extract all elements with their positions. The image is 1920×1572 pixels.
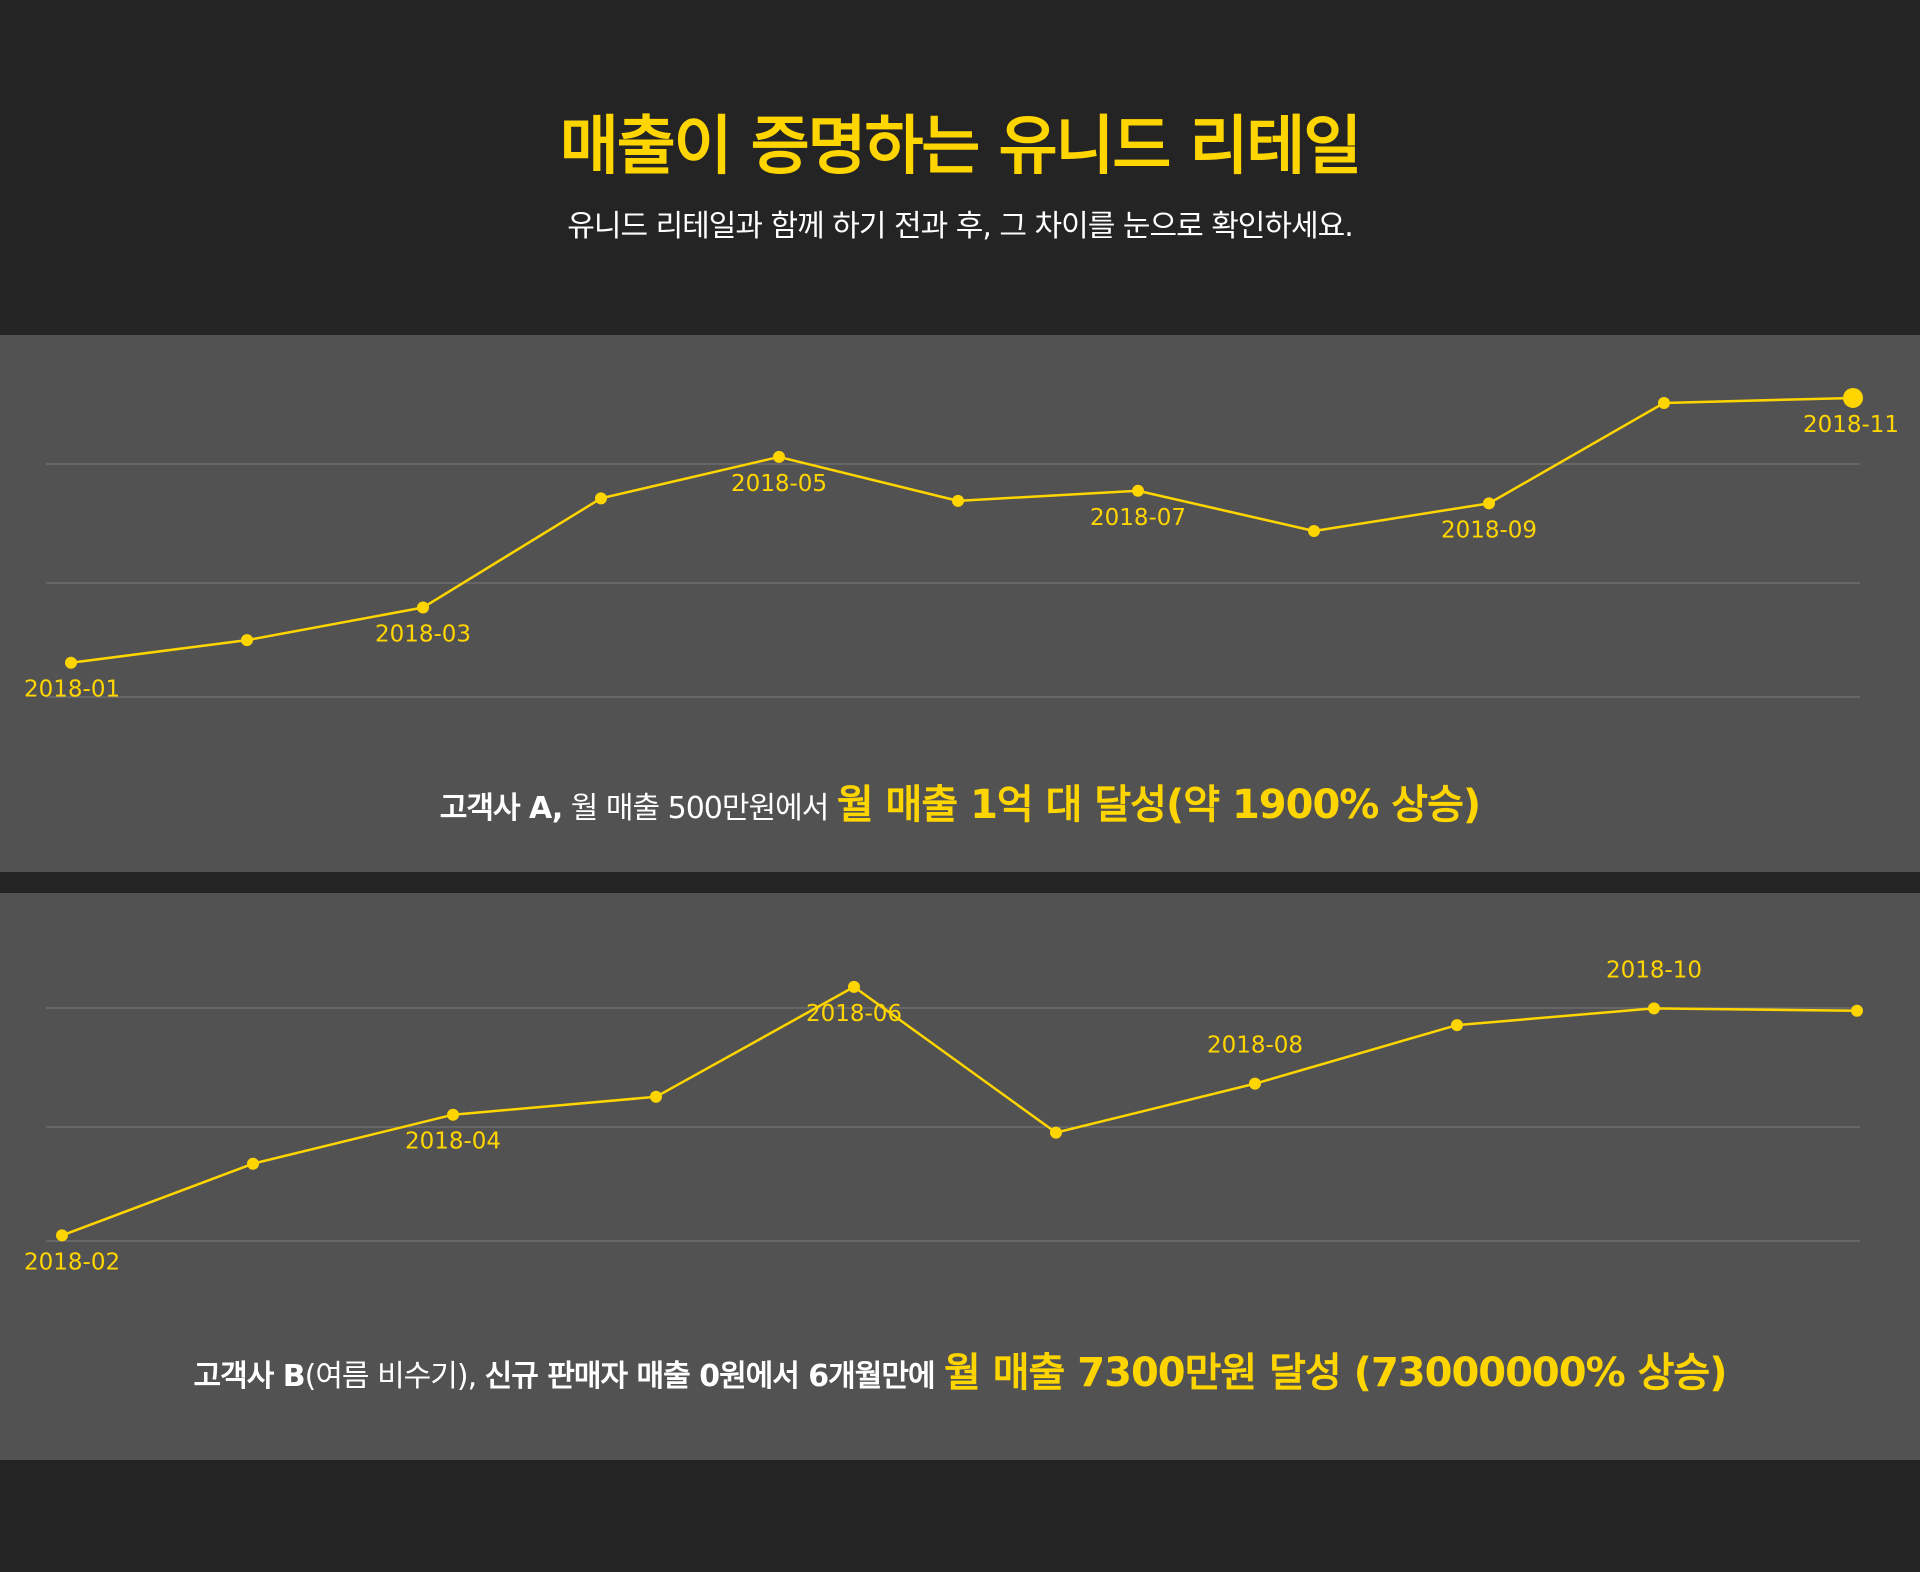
x-label-2018-07: 2018-07 bbox=[1090, 505, 1186, 531]
data-point-2018-08 bbox=[1308, 524, 1320, 537]
caption-a-detail: 월 매출 500만원에서 bbox=[562, 791, 837, 826]
chart-panel-b: 2018-02 2018-04 2018-06 2018-08 2018-10 고객사 … bbox=[0, 893, 1920, 1460]
caption-a: 고객사 A, 월 매출 500만원에서 월 매출 1억 대 달성(약 1900%… bbox=[0, 772, 1920, 830]
x-label-2018-04: 2018-04 bbox=[405, 1129, 501, 1155]
data-point-2018-05 bbox=[773, 450, 785, 463]
x-label-2018-08: 2018-08 bbox=[1207, 1033, 1303, 1059]
x-label-2018-09: 2018-09 bbox=[1441, 517, 1537, 543]
caption-b-season: (여름 비수기), bbox=[304, 1359, 485, 1394]
series-line bbox=[70, 396, 1854, 664]
header: 매출이 증명하는 유니드 리테일 유니드 리테일과 함께 하기 전과 후, 그 … bbox=[0, 0, 1920, 335]
series-line bbox=[61, 985, 1858, 1237]
data-point-2018-04 bbox=[595, 492, 607, 505]
x-label-2018-05: 2018-05 bbox=[731, 471, 827, 497]
data-point-2018-11 bbox=[1851, 1004, 1863, 1017]
data-point-2018-09 bbox=[1483, 497, 1495, 510]
x-label-2018-11: 2018-11 bbox=[1803, 412, 1899, 438]
data-point-2018-04 bbox=[447, 1108, 459, 1121]
x-label-2018-10: 2018-10 bbox=[1606, 957, 1702, 983]
line-chart-a: 2018-01 2018-03 2018-05 2018-07 2018-09 2018-… bbox=[24, 387, 1899, 703]
data-point-2018-01 bbox=[65, 656, 77, 669]
caption-b-client: 고객사 B bbox=[193, 1359, 306, 1394]
data-point-2018-07 bbox=[1132, 484, 1144, 497]
chart-panel-a: 2018-01 2018-03 2018-05 2018-07 2018-09 2018-… bbox=[0, 335, 1920, 872]
data-point-2018-05 bbox=[650, 1090, 662, 1103]
page-subtitle: 유니드 리테일과 함께 하기 전과 후, 그 차이를 눈으로 확인하세요. bbox=[567, 209, 1354, 244]
data-point-2018-09 bbox=[1451, 1019, 1463, 1032]
x-label-2018-06: 2018-06 bbox=[806, 1001, 902, 1027]
data-point-2018-03 bbox=[247, 1157, 259, 1170]
data-point-2018-07 bbox=[1050, 1126, 1062, 1139]
caption-b-highlight: 월 매출 7300만원 달성 (73000000% 상승) bbox=[944, 1350, 1727, 1396]
x-label-2018-03: 2018-03 bbox=[375, 622, 471, 648]
data-point-2018-06 bbox=[848, 980, 860, 993]
data-point-2018-03 bbox=[417, 601, 429, 614]
line-chart-b: 2018-02 2018-04 2018-06 2018-08 2018-10 bbox=[24, 957, 1863, 1275]
x-label-2018-02: 2018-02 bbox=[24, 1249, 120, 1275]
data-point-2018-06 bbox=[952, 494, 964, 507]
caption-a-highlight: 월 매출 1억 대 달성(약 1900% 상승) bbox=[836, 782, 1481, 828]
data-point-2018-02 bbox=[241, 634, 253, 647]
data-point-2018-10 bbox=[1658, 396, 1670, 409]
data-point-2018-10 bbox=[1648, 1002, 1660, 1015]
caption-b-detail: 신규 판매자 매출 0원에서 6개월만에 bbox=[484, 1359, 945, 1394]
caption-a-client: 고객사 A, bbox=[439, 791, 563, 826]
x-label-2018-01: 2018-01 bbox=[24, 677, 120, 703]
data-point-2018-08 bbox=[1249, 1077, 1261, 1090]
data-point-2018-02 bbox=[56, 1229, 68, 1242]
page-title: 매출이 증명하는 유니드 리테일 bbox=[559, 110, 1362, 184]
caption-b: 고객사 B(여름 비수기), 신규 판매자 매출 0원에서 6개월만에 월 매출… bbox=[0, 1340, 1920, 1398]
data-point-2018-11 bbox=[1843, 387, 1863, 408]
